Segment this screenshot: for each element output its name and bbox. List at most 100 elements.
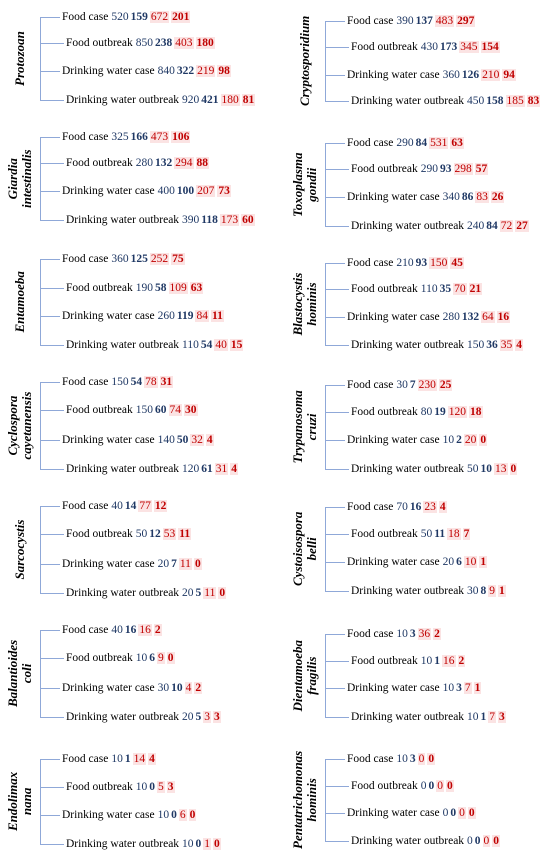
category-row: Drinking water case 10 3 7 1	[347, 681, 483, 695]
tree-branch	[40, 717, 64, 718]
estimate-value: 3	[203, 711, 212, 723]
category-label: Food outbreak	[66, 157, 133, 169]
category-row: Drinking water case 140 50 32 4	[62, 433, 216, 447]
count-value-bold: 19	[434, 406, 446, 418]
estimate-value-bold: 3	[498, 711, 506, 723]
count-value: 30	[467, 585, 479, 597]
count-value-bold: 14	[124, 500, 137, 512]
count-value: 150	[135, 404, 154, 416]
tree-branch	[325, 385, 345, 386]
count-value-bold: 2	[456, 434, 462, 446]
category-label: Food case	[62, 131, 109, 143]
panel-7: Trypanosoma cruzi Food case 30 7 230 25 Food ou…	[285, 370, 550, 478]
tree-branch	[325, 688, 345, 689]
count-value-bold: 1	[124, 753, 131, 765]
category-row: Food outbreak 850 238 403 180	[66, 36, 217, 50]
category-row: Drinking water outbreak 150 36 35 4	[351, 338, 525, 352]
estimate-value-bold: 154	[480, 41, 500, 53]
count-value: 10	[442, 682, 455, 694]
estimate-value: 16	[138, 624, 152, 636]
estimate-value: 7	[488, 711, 497, 723]
estimate-value: 252	[149, 253, 170, 265]
tree-branch	[325, 634, 345, 635]
category-label: Drinking water outbreak	[66, 463, 180, 475]
tree-branch	[40, 534, 64, 535]
tree-branch	[40, 137, 60, 138]
estimate-value: 74	[168, 404, 183, 416]
estimate-value: 70	[453, 283, 467, 295]
estimate-value: 23	[423, 501, 437, 513]
category-row: Drinking water case 340 86 83 26	[347, 190, 506, 204]
category-row: Drinking water case 400 100 207 73	[62, 184, 233, 198]
count-value: 210	[396, 257, 414, 269]
tree-trunk	[325, 21, 326, 102]
tree-branch	[325, 813, 345, 814]
category-row: Food case 210 93 150 45	[347, 256, 466, 270]
tree-trunk	[40, 17, 41, 101]
estimate-value-bold: 201	[171, 11, 191, 23]
organism-name-line: Blastocystis	[290, 272, 305, 336]
tree-trunk	[325, 507, 326, 592]
count-value-bold: 238	[155, 37, 173, 49]
estimate-value-bold: 57	[474, 163, 489, 175]
category-label: Drinking water case	[347, 191, 440, 203]
count-value: 360	[111, 253, 129, 265]
category-label: Food outbreak	[66, 404, 133, 416]
count-value: 840	[157, 65, 175, 77]
tree-branch	[40, 345, 64, 346]
count-value: 50	[135, 528, 148, 540]
tree-branch	[40, 506, 60, 507]
estimate-value: 9	[157, 652, 165, 664]
count-value-bold: 60	[155, 404, 167, 416]
count-value: 10	[111, 753, 123, 765]
tree-branch	[40, 759, 60, 760]
estimate-value-bold: 88	[195, 157, 210, 169]
tree-branch	[325, 143, 345, 144]
count-value: 280	[135, 157, 154, 169]
tree-branch	[325, 717, 349, 718]
count-value-bold: 84	[415, 137, 428, 149]
count-value-bold: 5	[195, 587, 202, 599]
tree-branch	[40, 440, 60, 441]
category-label: Food case	[62, 753, 109, 765]
category-label: Food outbreak	[351, 655, 418, 667]
estimate-value-bold: 2	[457, 655, 466, 667]
organism-name: Pentatrichomonas hominis	[290, 751, 319, 849]
count-value: 150	[467, 339, 485, 351]
tree-branch	[325, 21, 345, 22]
category-label: Drinking water case	[347, 69, 440, 81]
count-value-bold: 58	[155, 282, 167, 294]
count-value-bold: 322	[176, 65, 195, 77]
category-row: Drinking water case 10 2 20 0	[347, 433, 489, 447]
count-value: 10	[420, 655, 433, 667]
organism-name: Cystoisospora belli	[290, 512, 319, 586]
count-value: 10	[157, 809, 170, 821]
category-label: Drinking water case	[62, 310, 155, 322]
category-label: Food case	[347, 753, 394, 765]
estimate-value-bold: 63	[450, 137, 464, 149]
category-label: Drinking water outbreak	[351, 463, 465, 475]
tree-branch	[40, 658, 64, 659]
category-label: Drinking water case	[347, 434, 440, 446]
estimate-value-bold: 27	[515, 220, 529, 232]
tree-trunk	[40, 259, 41, 346]
count-value: 390	[182, 214, 200, 226]
organism-name: Cryptosporidium	[297, 16, 312, 106]
organism-name: Blastocystis hominis	[290, 272, 319, 336]
organism-name-line: nana	[19, 787, 34, 816]
category-row: Drinking water outbreak 50 10 13 0	[351, 462, 519, 476]
tree-branch	[40, 593, 64, 594]
category-label: Food case	[62, 500, 109, 512]
estimate-value: 20	[463, 434, 478, 446]
count-value-bold: 0	[474, 835, 481, 847]
estimate-value: 7	[463, 682, 472, 694]
tree-branch	[40, 191, 60, 192]
estimate-value: 5	[157, 781, 165, 793]
count-value: 20	[182, 711, 194, 723]
estimate-value-bold: 2	[194, 682, 203, 694]
count-value-bold: 0	[195, 838, 202, 850]
count-value: 0	[467, 835, 473, 847]
estimate-value: 35	[499, 339, 514, 351]
estimate-value-bold: 4	[438, 501, 447, 513]
category-label: Drinking water outbreak	[66, 711, 180, 723]
